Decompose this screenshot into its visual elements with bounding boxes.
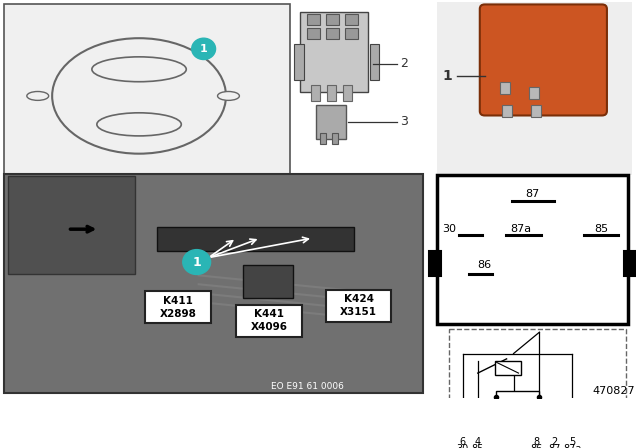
FancyBboxPatch shape	[300, 13, 367, 92]
Circle shape	[458, 424, 467, 432]
FancyBboxPatch shape	[345, 14, 358, 25]
Circle shape	[568, 424, 577, 432]
Text: 87: 87	[525, 189, 540, 198]
Text: EO E91 61 0006: EO E91 61 0006	[271, 382, 344, 391]
Text: 470827: 470827	[593, 386, 635, 396]
Text: 86: 86	[531, 444, 543, 448]
FancyBboxPatch shape	[8, 176, 135, 274]
Text: 5: 5	[569, 437, 575, 447]
Text: 4: 4	[475, 437, 481, 447]
FancyBboxPatch shape	[345, 28, 358, 39]
FancyBboxPatch shape	[316, 105, 346, 138]
Text: 85: 85	[594, 224, 608, 234]
Text: 2: 2	[400, 57, 408, 70]
FancyBboxPatch shape	[243, 265, 293, 298]
FancyBboxPatch shape	[157, 227, 354, 251]
FancyBboxPatch shape	[320, 133, 326, 144]
Text: 87: 87	[548, 444, 561, 448]
Ellipse shape	[27, 91, 49, 100]
Circle shape	[550, 424, 559, 432]
FancyBboxPatch shape	[307, 28, 320, 39]
FancyBboxPatch shape	[531, 105, 541, 117]
Text: 8: 8	[533, 437, 540, 447]
FancyBboxPatch shape	[437, 2, 632, 175]
Ellipse shape	[92, 57, 186, 82]
Text: K441
X4096: K441 X4096	[251, 310, 288, 332]
Circle shape	[474, 424, 483, 432]
Text: 87a: 87a	[510, 224, 531, 234]
Circle shape	[532, 424, 541, 432]
FancyBboxPatch shape	[311, 85, 320, 101]
FancyBboxPatch shape	[495, 391, 540, 403]
FancyBboxPatch shape	[342, 85, 351, 101]
FancyBboxPatch shape	[502, 105, 511, 117]
Text: 1: 1	[200, 44, 207, 54]
FancyBboxPatch shape	[294, 44, 304, 80]
Text: K424
X3151: K424 X3151	[340, 294, 377, 317]
FancyBboxPatch shape	[449, 329, 626, 440]
Text: 1: 1	[442, 69, 452, 82]
Circle shape	[192, 38, 216, 60]
Text: 87a: 87a	[563, 444, 581, 448]
FancyBboxPatch shape	[529, 87, 540, 99]
FancyBboxPatch shape	[327, 85, 336, 101]
Text: 30: 30	[457, 444, 469, 448]
FancyBboxPatch shape	[326, 28, 339, 39]
FancyBboxPatch shape	[495, 361, 520, 375]
FancyBboxPatch shape	[480, 4, 607, 116]
FancyBboxPatch shape	[500, 82, 509, 94]
FancyBboxPatch shape	[369, 44, 380, 80]
FancyBboxPatch shape	[332, 133, 338, 144]
Ellipse shape	[97, 113, 181, 136]
FancyBboxPatch shape	[236, 305, 302, 336]
Text: K411
X2898: K411 X2898	[159, 296, 196, 319]
FancyBboxPatch shape	[145, 291, 211, 323]
Ellipse shape	[52, 38, 226, 154]
Text: 30: 30	[442, 224, 456, 234]
Text: 3: 3	[400, 115, 408, 128]
Ellipse shape	[218, 91, 239, 100]
Text: 2: 2	[551, 437, 557, 447]
FancyBboxPatch shape	[4, 174, 423, 392]
FancyBboxPatch shape	[4, 4, 290, 174]
Text: 6: 6	[460, 437, 466, 447]
FancyBboxPatch shape	[624, 251, 636, 276]
FancyBboxPatch shape	[326, 289, 392, 322]
Text: 85: 85	[472, 444, 484, 448]
Circle shape	[183, 250, 211, 275]
FancyBboxPatch shape	[437, 175, 628, 324]
FancyBboxPatch shape	[307, 14, 320, 25]
Text: 86: 86	[477, 260, 492, 270]
FancyBboxPatch shape	[429, 251, 441, 276]
FancyBboxPatch shape	[326, 14, 339, 25]
Text: 1: 1	[192, 255, 201, 268]
